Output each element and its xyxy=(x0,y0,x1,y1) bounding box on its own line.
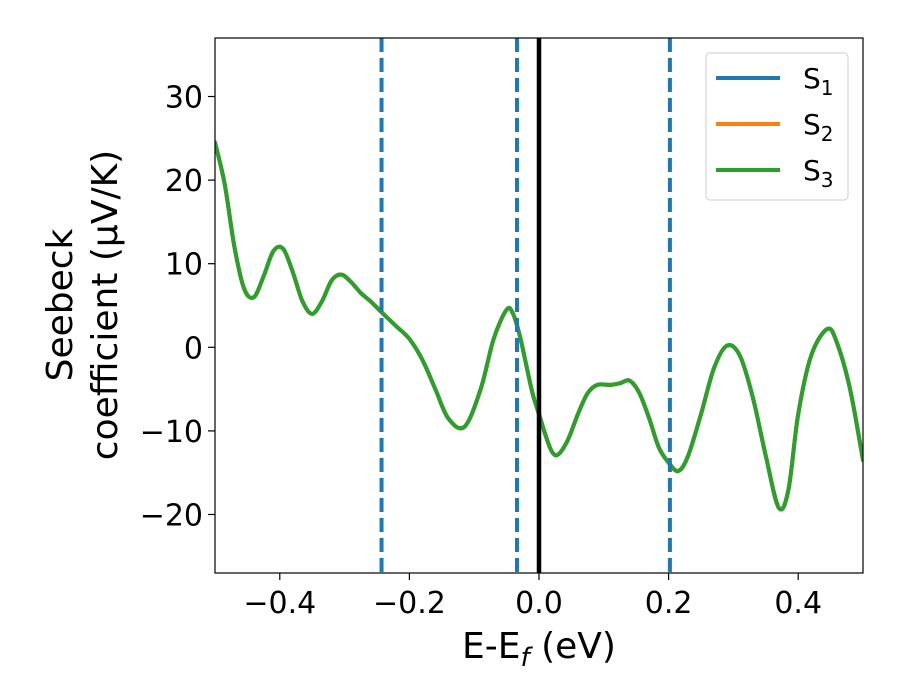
y-tick-label: 0 xyxy=(184,331,203,366)
x-axis-label: E-Ef (eV) xyxy=(462,626,616,673)
legend: S1 S2 S3 xyxy=(705,52,849,201)
legend-label-2: S2 xyxy=(803,108,834,146)
y-tick-label: 30 xyxy=(165,81,203,116)
x-tick-label: −0.4 xyxy=(243,586,316,621)
y-tick-label: 10 xyxy=(165,248,203,283)
legend-box xyxy=(705,52,849,201)
y-tick-label: −20 xyxy=(140,498,203,533)
y-axis-label-line2: coefficient (μV/K) xyxy=(85,150,126,460)
x-tick-label: −0.2 xyxy=(373,586,446,621)
tick-layer: −0.4 −0.2 0.0 0.2 0.4 −20 −10 0 10 20 30 xyxy=(140,81,822,621)
y-axis-label: Seebeck coefficient (μV/K) xyxy=(40,150,126,460)
legend-label-3: S3 xyxy=(803,154,834,192)
x-tick-label: 0.4 xyxy=(774,586,822,621)
x-tick-label: 0.2 xyxy=(645,586,693,621)
y-axis-label-line1: Seebeck xyxy=(40,228,81,381)
x-tick-label: 0.0 xyxy=(515,586,563,621)
series-line-3 xyxy=(215,140,863,512)
series-layer xyxy=(215,140,863,512)
y-tick-label: −10 xyxy=(140,415,203,450)
y-tick-label: 20 xyxy=(165,164,203,199)
legend-label-1: S1 xyxy=(803,62,834,100)
vline-layer xyxy=(379,38,672,573)
